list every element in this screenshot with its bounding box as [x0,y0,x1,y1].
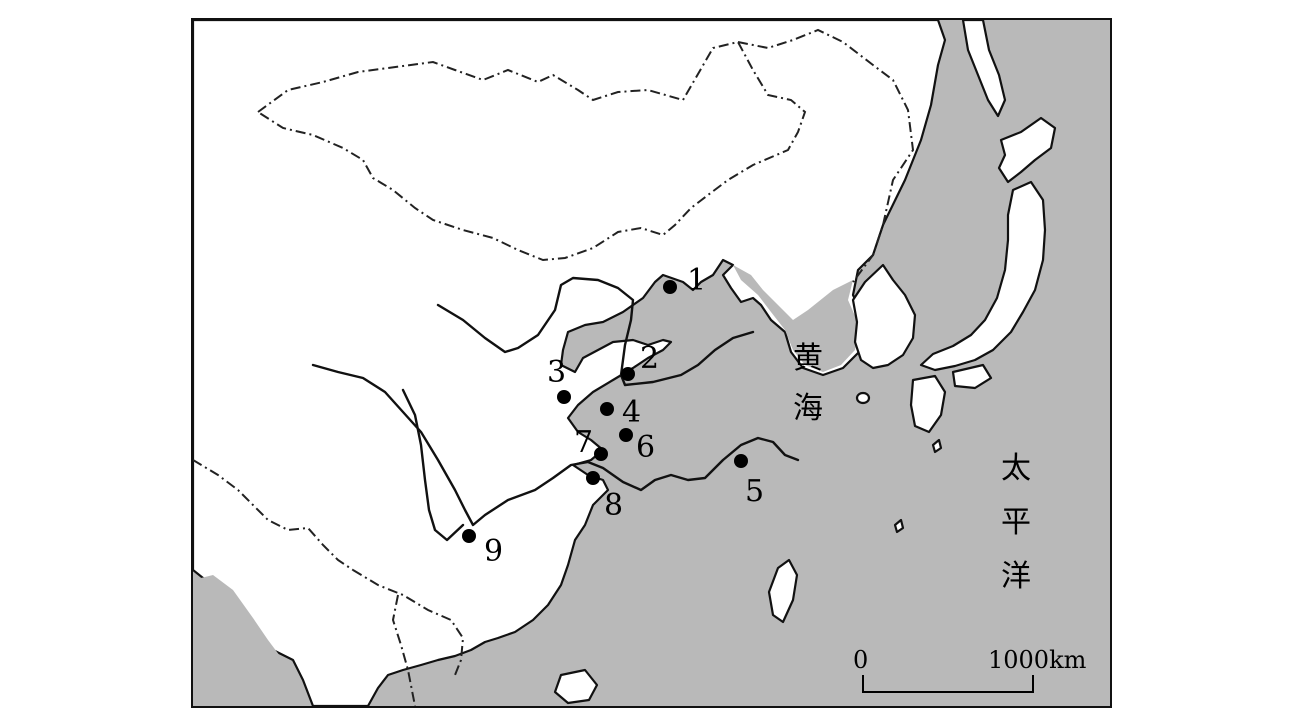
yangtze-tributary [401,388,465,542]
pacific-label-1: 太 [1001,451,1031,486]
site-1-marker [663,280,677,294]
site-9-marker [462,529,476,543]
hainan-island [553,668,599,705]
south-border-3 [391,594,416,706]
sakhalin-island [961,20,1007,118]
hokkaido-island [997,116,1057,184]
site-1-label: 1 [687,263,706,298]
east-asia-map: 1 2 3 4 5 6 78 9 黄 海 太 平 洋 0 1000km [193,20,1110,706]
korean-peninsula [851,263,917,370]
site-6-marker [619,428,633,442]
site-8-label: 8 [604,488,623,523]
scale-bar-line [862,675,1034,693]
site-4-label: 4 [622,395,641,430]
site-2-label: 2 [640,341,659,376]
site-4-marker [600,402,614,416]
site-9-label: 9 [484,534,503,569]
bay-of-korea [733,265,859,372]
site-7-label: 7 [574,425,593,460]
mainland-landmass [193,20,947,706]
ryukyu-islet-2 [931,438,943,454]
yellow-river [436,276,755,387]
pacific-label-3: 洋 [1001,559,1031,594]
yellow-sea-label-1: 黄 [793,341,823,376]
site-3-label: 3 [547,355,566,390]
south-border-1 [193,459,354,571]
taiwan-island [767,558,799,624]
site-3-marker [557,390,571,404]
site-7-marker [594,447,608,461]
honshu-island [919,180,1047,372]
ryukyu-islet [893,518,905,534]
gulf-of-tonkin [193,575,298,706]
site-5-marker [734,454,748,468]
site-5-label: 5 [745,474,764,509]
scale-bar-end-label: 1000km [988,646,1087,674]
site-2-marker [621,367,635,381]
mongolia-border [256,40,807,262]
northeast-border [737,28,915,283]
site-6-label: 6 [636,430,655,465]
yangtze-river [311,363,800,527]
jeju-island [855,391,871,405]
pacific-label-2: 平 [1001,505,1031,540]
kyushu-island [909,374,947,434]
shikoku-island [951,363,993,390]
scale-bar: 0 1000km [853,646,1087,693]
yellow-sea-label-2: 海 [793,391,823,426]
scale-bar-start-label: 0 [853,646,868,674]
site-8-marker [586,471,600,485]
